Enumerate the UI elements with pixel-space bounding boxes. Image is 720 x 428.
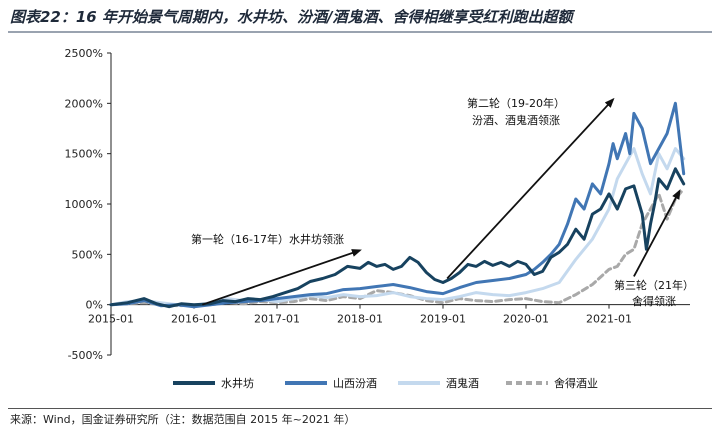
series-line-1	[109, 101, 686, 309]
chart-title: 图表22：16 年开始景气周期内，水井坊、汾酒/酒鬼酒、舍得相继享受红利跑出超额	[10, 8, 573, 26]
annotation-label-round3: 第三轮（21年）	[614, 278, 694, 292]
x-tick-label: 2015-01	[88, 313, 134, 326]
series-group	[109, 101, 686, 309]
annotation-arrow-round1	[202, 249, 362, 306]
series-line-2	[109, 147, 686, 308]
x-tick-label: 2019-01	[420, 313, 466, 326]
y-tick-label: 1500%	[65, 148, 103, 161]
x-tick-label: 2021-01	[586, 313, 632, 326]
y-tick-label: 2500%	[65, 47, 103, 60]
y-tick-label: -500%	[68, 349, 103, 362]
legend-label-2: 酒鬼酒	[446, 376, 479, 390]
x-tick-label: 2017-01	[254, 313, 300, 326]
source-divider	[8, 408, 712, 409]
annotation-arrow-round2	[446, 97, 615, 280]
annotation-label-round1: 第一轮（16-17年）水井坊领涨	[191, 232, 344, 246]
annotation-label-round3: 舍得领涨	[632, 294, 676, 308]
axes-group: 2500% 2000% 1500% 1000% 500% 0% -500% 2015-01 20…	[65, 47, 690, 362]
y-tick-label: 0%	[86, 299, 103, 312]
legend-label-1: 山西汾酒	[333, 377, 377, 390]
series-line-0	[109, 167, 686, 309]
legend-label-3: 舍得酒业	[554, 376, 598, 390]
annotation-label-round2: 汾酒、酒鬼酒领涨	[472, 113, 560, 127]
annotation-arrow-round3	[633, 189, 681, 277]
x-tick-label: 2016-01	[171, 313, 217, 326]
legend: 水井坊 山西汾酒 酒鬼酒 舍得酒业	[173, 376, 598, 390]
source-note: 来源：Wind，国金证券研究所（注：数据范围自 2015 年~2021 年）	[10, 413, 356, 426]
y-tick-label: 1000%	[65, 198, 103, 211]
legend-label-0: 水井坊	[221, 376, 254, 390]
x-tick-label: 2020-01	[503, 313, 549, 326]
y-tick-label: 500%	[72, 248, 103, 261]
y-tick-label: 2000%	[65, 97, 103, 110]
annotations-group: 第一轮（16-17年）水井坊领涨 第二轮（19-20年） 汾酒、酒鬼酒领涨第三轮（2…	[191, 96, 694, 308]
annotation-label-round2: 第二轮（19-20年）	[467, 96, 565, 110]
title-divider	[8, 31, 712, 33]
x-tick-label: 2018-01	[337, 313, 383, 326]
series-line-3	[109, 187, 686, 308]
